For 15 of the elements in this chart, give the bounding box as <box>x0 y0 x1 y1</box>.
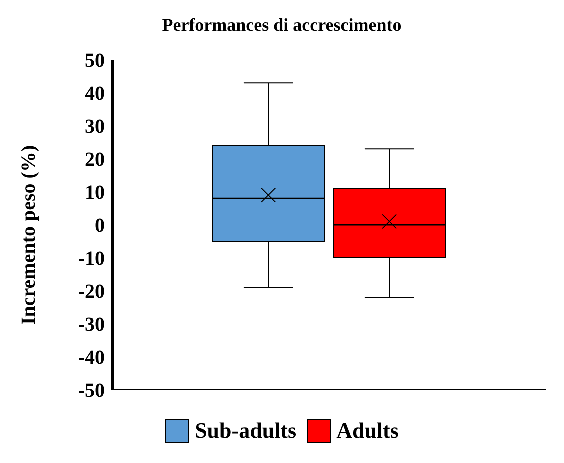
y-tick-label: 0 <box>95 215 105 238</box>
y-tick-label: 20 <box>85 149 105 172</box>
chart-title: Performances di accrescimento <box>161 14 403 37</box>
y-tick-label: -10 <box>78 248 105 270</box>
legend-label: Adults <box>336 418 399 444</box>
y-tick-label: 30 <box>85 116 105 138</box>
y-tick-label: -50 <box>78 380 105 402</box>
y-tick-label: -40 <box>78 347 105 370</box>
y-tick-label: -20 <box>78 281 105 304</box>
y-tick-label: 50 <box>85 50 105 72</box>
legend-label: Sub-adults <box>195 418 297 444</box>
y-axis-title: Incremento peso (%) <box>18 145 40 325</box>
y-tick-label: -30 <box>78 314 105 336</box>
y-tick-label: 40 <box>85 83 105 106</box>
y-tick-label: 10 <box>85 182 105 204</box>
